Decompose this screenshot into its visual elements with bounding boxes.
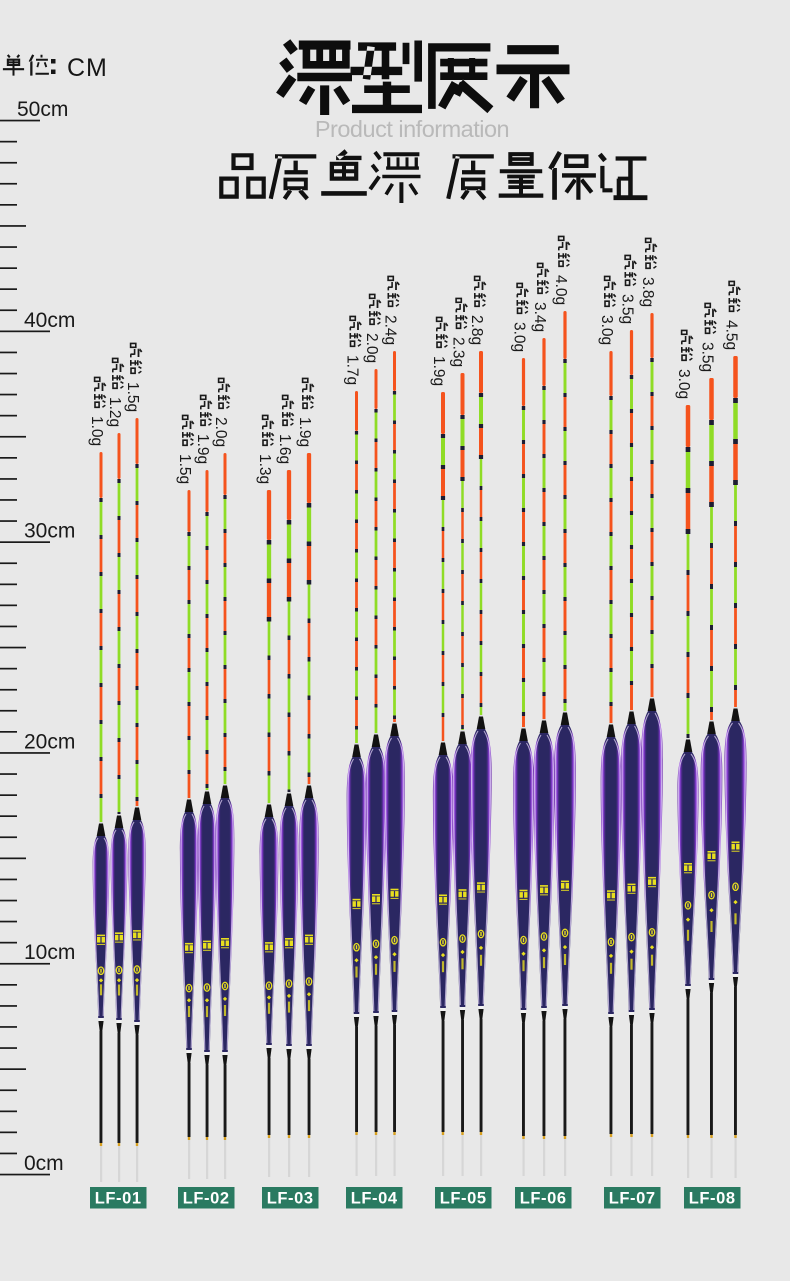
- svg-text:LF-05: LF-05: [440, 1190, 487, 1208]
- svg-text:2.4g: 2.4g: [382, 315, 399, 345]
- svg-text:LF-03: LF-03: [267, 1190, 314, 1208]
- svg-text:1.6g: 1.6g: [276, 434, 293, 464]
- svg-text:1.5g: 1.5g: [124, 382, 141, 412]
- svg-text:1.9g: 1.9g: [194, 434, 211, 464]
- svg-text:3.0g: 3.0g: [675, 369, 692, 399]
- svg-text:4.5g: 4.5g: [723, 320, 740, 350]
- svg-text:CM: CM: [67, 54, 108, 82]
- svg-text:3.5g: 3.5g: [619, 294, 636, 324]
- svg-text:0cm: 0cm: [24, 1152, 64, 1175]
- svg-text:4.0g: 4.0g: [552, 275, 569, 305]
- svg-text:1.9g: 1.9g: [430, 356, 447, 386]
- svg-text:LF-04: LF-04: [351, 1190, 398, 1208]
- svg-text:40cm: 40cm: [24, 309, 75, 332]
- svg-text:30cm: 30cm: [24, 520, 75, 543]
- svg-text:10cm: 10cm: [24, 941, 75, 964]
- svg-text:50cm: 50cm: [17, 98, 68, 121]
- svg-text:3.4g: 3.4g: [531, 302, 548, 332]
- svg-text:2.3g: 2.3g: [450, 337, 467, 367]
- svg-text:1.2g: 1.2g: [106, 397, 123, 427]
- svg-text:LF-08: LF-08: [689, 1190, 736, 1208]
- svg-text:Product information: Product information: [315, 116, 509, 142]
- svg-text:1.5g: 1.5g: [176, 454, 193, 484]
- svg-text:3.5g: 3.5g: [699, 342, 716, 372]
- svg-text:20cm: 20cm: [24, 730, 75, 753]
- svg-text:2.8g: 2.8g: [468, 315, 485, 345]
- svg-text:2.0g: 2.0g: [363, 333, 380, 363]
- svg-text:2.0g: 2.0g: [212, 417, 229, 447]
- svg-text:LF-06: LF-06: [520, 1190, 567, 1208]
- svg-text:1.7g: 1.7g: [344, 355, 361, 385]
- svg-text:3.8g: 3.8g: [639, 277, 656, 307]
- svg-text:LF-07: LF-07: [609, 1190, 656, 1208]
- svg-text:1.0g: 1.0g: [88, 416, 105, 446]
- svg-text:1.9g: 1.9g: [296, 417, 313, 447]
- svg-text:3.0g: 3.0g: [511, 322, 528, 352]
- svg-text:3.0g: 3.0g: [598, 315, 615, 345]
- svg-text:LF-02: LF-02: [183, 1190, 230, 1208]
- svg-text:1.3g: 1.3g: [256, 454, 273, 484]
- svg-text:LF-01: LF-01: [95, 1190, 142, 1208]
